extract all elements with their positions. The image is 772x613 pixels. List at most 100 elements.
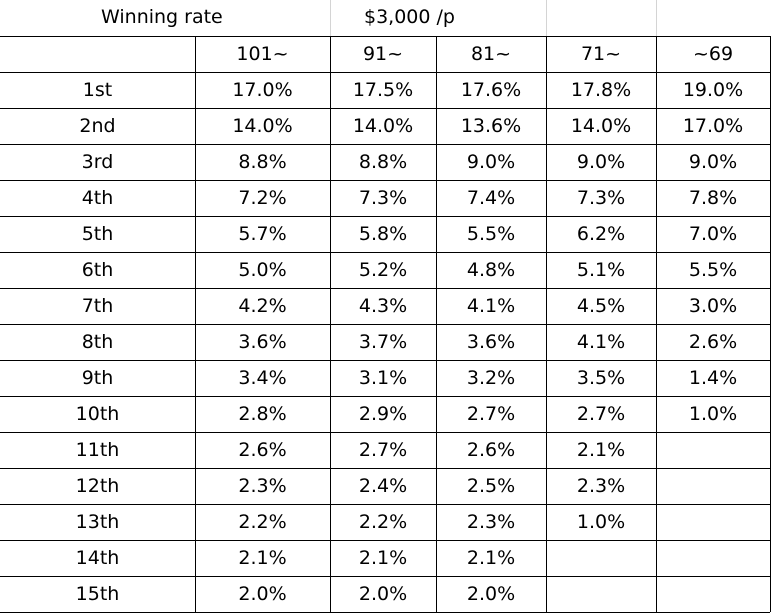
- table-cell[interactable]: 2.0%: [466, 582, 516, 605]
- table-cell[interactable]: 17.8%: [570, 78, 632, 101]
- column-header[interactable]: 71~: [580, 42, 622, 65]
- table-cell[interactable]: 2.0%: [358, 582, 408, 605]
- table-cell[interactable]: 14.0%: [352, 114, 414, 137]
- column-header[interactable]: ~69: [692, 42, 734, 65]
- table-cell[interactable]: 4.1%: [576, 330, 626, 353]
- table-cell[interactable]: 7.3%: [576, 186, 626, 209]
- table-cell[interactable]: 5.2%: [358, 258, 408, 281]
- table-cell[interactable]: 5.7%: [238, 222, 287, 245]
- table-cell[interactable]: [546, 540, 656, 576]
- row-label[interactable]: 3rd: [81, 150, 114, 173]
- table-cell[interactable]: 2.2%: [238, 510, 287, 533]
- row-label[interactable]: 6th: [81, 258, 114, 281]
- row-label[interactable]: 11th: [75, 438, 120, 461]
- row-label[interactable]: 10th: [75, 402, 120, 425]
- table-cell[interactable]: 1.0%: [576, 510, 626, 533]
- table-cell[interactable]: 4.8%: [466, 258, 516, 281]
- table-cell[interactable]: 7.2%: [238, 186, 287, 209]
- table-cell[interactable]: 7.0%: [688, 222, 738, 245]
- table-cell[interactable]: [656, 540, 770, 576]
- row-border: [0, 468, 770, 469]
- table-cell[interactable]: 14.0%: [570, 114, 632, 137]
- table-cell[interactable]: 13.6%: [460, 114, 522, 137]
- row-border: [0, 360, 770, 361]
- table-cell[interactable]: 17.5%: [352, 78, 414, 101]
- row-label[interactable]: 2nd: [79, 114, 116, 137]
- table-cell[interactable]: 2.4%: [358, 474, 408, 497]
- table-cell[interactable]: [656, 504, 770, 540]
- table-cell[interactable]: 2.3%: [238, 474, 287, 497]
- table-cell[interactable]: 3.0%: [688, 294, 738, 317]
- table-cell[interactable]: 2.1%: [576, 438, 626, 461]
- row-label[interactable]: 13th: [75, 510, 120, 533]
- column-header[interactable]: 101~: [236, 42, 289, 65]
- row-label[interactable]: 5th: [81, 222, 114, 245]
- table-cell[interactable]: 9.0%: [688, 150, 738, 173]
- table-cell[interactable]: 2.7%: [466, 402, 516, 425]
- table-cell[interactable]: 7.8%: [688, 186, 738, 209]
- table-cell[interactable]: 3.5%: [576, 366, 626, 389]
- table-cell[interactable]: 4.3%: [358, 294, 408, 317]
- table-cell[interactable]: 2.0%: [238, 582, 287, 605]
- table-cell[interactable]: 2.2%: [358, 510, 408, 533]
- table-cell[interactable]: 5.8%: [358, 222, 408, 245]
- table-cell[interactable]: 2.6%: [238, 438, 287, 461]
- table-cell[interactable]: [546, 576, 656, 612]
- table-cell[interactable]: 9.0%: [576, 150, 626, 173]
- table-cell[interactable]: 14.0%: [232, 114, 293, 137]
- row-label[interactable]: 4th: [81, 186, 114, 209]
- table-cell[interactable]: 2.9%: [358, 402, 408, 425]
- table-cell[interactable]: 3.6%: [238, 330, 287, 353]
- table-cell[interactable]: 1.0%: [688, 402, 738, 425]
- table-cell[interactable]: 2.1%: [358, 546, 408, 569]
- table-cell[interactable]: 4.2%: [238, 294, 287, 317]
- table-cell[interactable]: 6.2%: [576, 222, 626, 245]
- table-cell[interactable]: 3.2%: [466, 366, 516, 389]
- table-cell[interactable]: 7.4%: [466, 186, 516, 209]
- column-header[interactable]: 91~: [362, 42, 404, 65]
- row-label[interactable]: 9th: [81, 366, 114, 389]
- row-label[interactable]: 14th: [75, 546, 120, 569]
- table-cell[interactable]: 3.7%: [358, 330, 408, 353]
- table-cell[interactable]: 2.3%: [466, 510, 516, 533]
- table-cell[interactable]: 9.0%: [466, 150, 516, 173]
- table-cell[interactable]: 3.4%: [238, 366, 287, 389]
- column-border: [436, 36, 437, 612]
- table-cell[interactable]: 2.1%: [238, 546, 287, 569]
- table-cell[interactable]: 2.7%: [576, 402, 626, 425]
- table-cell[interactable]: 5.5%: [688, 258, 738, 281]
- row-label[interactable]: 7th: [81, 294, 114, 317]
- table-cell[interactable]: [656, 468, 770, 504]
- table-cell[interactable]: 2.6%: [688, 330, 738, 353]
- table-cell[interactable]: 5.0%: [238, 258, 287, 281]
- column-header[interactable]: 81~: [470, 42, 512, 65]
- table-cell[interactable]: 17.0%: [232, 78, 293, 101]
- table-cell[interactable]: 2.6%: [466, 438, 516, 461]
- table-cell[interactable]: 2.3%: [576, 474, 626, 497]
- table-cell[interactable]: 3.1%: [358, 366, 408, 389]
- sheet-title[interactable]: Winning rate: [101, 6, 223, 28]
- table-cell[interactable]: 2.7%: [358, 438, 408, 461]
- row-label[interactable]: 12th: [75, 474, 120, 497]
- table-cell[interactable]: 8.8%: [238, 150, 287, 173]
- row-label[interactable]: 15th: [75, 582, 120, 605]
- table-cell[interactable]: 3.6%: [466, 330, 516, 353]
- table-cell[interactable]: [656, 432, 770, 468]
- table-cell[interactable]: 2.5%: [466, 474, 516, 497]
- table-cell[interactable]: 1.4%: [688, 366, 738, 389]
- table-cell[interactable]: 4.5%: [576, 294, 626, 317]
- table-cell[interactable]: 5.1%: [576, 258, 626, 281]
- table-cell[interactable]: 17.0%: [682, 114, 744, 137]
- row-label[interactable]: 8th: [81, 330, 114, 353]
- table-cell[interactable]: 7.3%: [358, 186, 408, 209]
- sheet-subtitle[interactable]: $3,000 /p: [364, 6, 455, 28]
- table-cell[interactable]: 4.1%: [466, 294, 516, 317]
- table-cell[interactable]: 8.8%: [358, 150, 408, 173]
- table-cell[interactable]: [656, 576, 770, 612]
- row-label[interactable]: 1st: [82, 78, 113, 101]
- table-cell[interactable]: 2.1%: [466, 546, 516, 569]
- table-cell[interactable]: 17.6%: [460, 78, 522, 101]
- table-cell[interactable]: 2.8%: [238, 402, 287, 425]
- table-cell[interactable]: 5.5%: [466, 222, 516, 245]
- table-cell[interactable]: 19.0%: [682, 78, 744, 101]
